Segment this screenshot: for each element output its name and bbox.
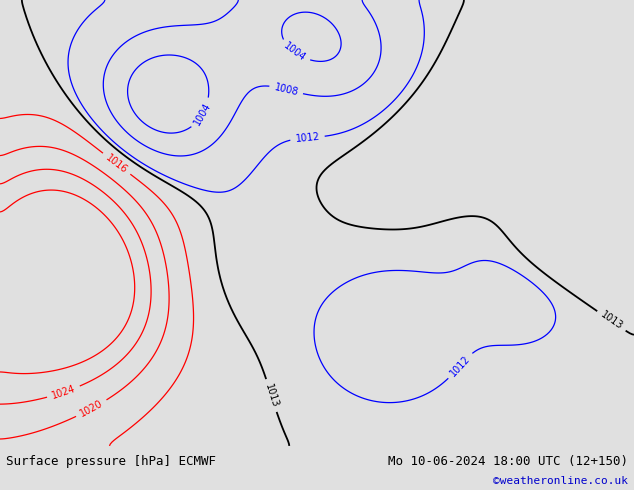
Text: 1016: 1016 [104,152,129,175]
Text: 1008: 1008 [273,82,299,98]
Text: 1020: 1020 [79,398,105,419]
Text: 1013: 1013 [598,310,624,332]
Text: 1013: 1013 [263,382,280,409]
Text: 1024: 1024 [50,384,77,401]
Text: Surface pressure [hPa] ECMWF: Surface pressure [hPa] ECMWF [6,455,216,468]
Text: 1004: 1004 [192,100,213,127]
Text: Mo 10-06-2024 18:00 UTC (12+150): Mo 10-06-2024 18:00 UTC (12+150) [387,455,628,468]
Text: 1012: 1012 [448,353,472,378]
Text: ©weatheronline.co.uk: ©weatheronline.co.uk [493,476,628,486]
Text: 1012: 1012 [295,132,320,144]
Text: 1004: 1004 [282,41,307,64]
